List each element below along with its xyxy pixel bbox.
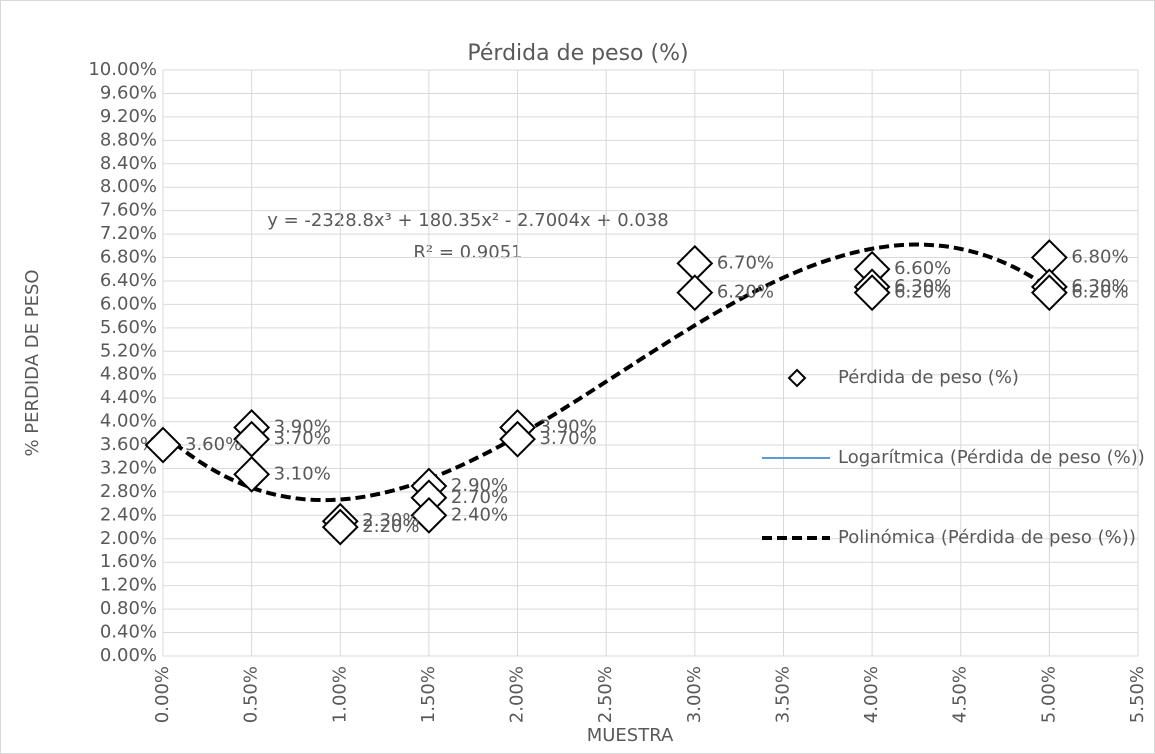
y-tick-label: 6.00%: [100, 293, 157, 314]
y-tick-label: 4.80%: [100, 364, 157, 385]
data-point: [144, 426, 182, 464]
data-label: 6.20%: [894, 282, 951, 303]
data-label: 3.70%: [274, 428, 331, 449]
data-label: 3.70%: [540, 428, 597, 449]
y-tick-label: 5.20%: [100, 340, 157, 361]
x-tick-label: 5.50%: [1127, 666, 1148, 723]
data-label: 3.60%: [185, 434, 242, 455]
y-axis-title: % PERDIDA DE PESO: [22, 269, 43, 456]
x-tick-label: 0.50%: [241, 666, 262, 723]
data-point: [499, 420, 536, 458]
y-tick-label: 4.00%: [100, 411, 157, 432]
legend-marker: [787, 368, 807, 388]
x-tick-label: 1.50%: [418, 666, 439, 723]
trendline-equation: y = -2328.8x³ + 180.35x² - 2.7004x + 0.0…: [267, 210, 669, 231]
data-label: 6.60%: [894, 258, 951, 279]
legend-label: Logarítmica (Pérdida de peso (%)): [838, 447, 1145, 468]
y-tick-label: 8.00%: [100, 176, 157, 197]
data-label: 6.20%: [717, 282, 774, 303]
x-tick-label: 2.00%: [507, 666, 528, 723]
data-label: 6.30%: [894, 276, 951, 297]
x-tick-label: 5.00%: [1038, 666, 1059, 723]
y-tick-label: 7.20%: [100, 223, 157, 244]
x-tick-label: 3.50%: [772, 666, 793, 723]
x-tick-label: 0.00%: [152, 666, 173, 723]
y-tick-label: 8.80%: [100, 129, 157, 150]
y-tick-label: 2.80%: [100, 481, 157, 502]
y-tick-label: 1.20%: [100, 575, 157, 596]
data-point: [233, 455, 271, 493]
data-label: 3.90%: [540, 416, 597, 437]
y-tick-label: 3.60%: [100, 434, 157, 455]
x-tick-label: 4.50%: [950, 666, 971, 723]
y-tick-label: 0.40%: [100, 622, 157, 643]
x-tick-label: 4.00%: [861, 666, 882, 723]
y-tick-label: 9.60%: [100, 82, 157, 103]
chart-title: Pérdida de peso (%): [467, 41, 688, 66]
y-tick-label: 8.40%: [100, 153, 157, 174]
data-point: [1030, 274, 1068, 312]
x-tick-label: 3.00%: [684, 666, 705, 723]
data-label: 6.20%: [1071, 282, 1128, 303]
y-tick-label: 5.60%: [100, 317, 157, 338]
data-label: 3.90%: [274, 416, 331, 437]
polynomial-trendline: [161, 242, 1051, 503]
data-label: 2.20%: [362, 516, 419, 537]
y-tick-label: 9.20%: [100, 106, 157, 127]
data-label: 6.30%: [1071, 276, 1128, 297]
y-tick-label: 6.80%: [100, 247, 157, 268]
y-tick-label: 3.20%: [100, 457, 157, 478]
x-axis-title: MUESTRA: [587, 725, 674, 746]
legend-label: Pérdida de peso (%): [838, 367, 1019, 388]
data-point: [410, 496, 448, 534]
y-tick-label: 0.00%: [100, 645, 157, 666]
data-label: 6.80%: [1071, 247, 1128, 268]
y-tick-label: 4.40%: [100, 387, 157, 408]
trendline-r-squared: R² = 0.9051: [413, 242, 522, 263]
legend-label: Polinómica (Pérdida de peso (%)): [838, 527, 1136, 548]
y-tick-label: 2.00%: [100, 528, 157, 549]
x-tick-label: 1.00%: [329, 666, 350, 723]
data-label: 2.70%: [451, 487, 508, 508]
y-tick-label: 2.40%: [100, 504, 157, 525]
y-tick-label: 7.60%: [100, 200, 157, 221]
y-tick-label: 1.60%: [100, 551, 157, 572]
y-tick-label: 10.00%: [88, 59, 157, 80]
x-tick-label: 2.50%: [595, 666, 616, 723]
data-label: 2.40%: [451, 504, 508, 525]
data-label: 2.90%: [451, 475, 508, 496]
data-point: [853, 274, 891, 312]
data-label: 3.10%: [274, 463, 331, 484]
data-point: [321, 508, 359, 546]
y-tick-label: 6.40%: [100, 270, 157, 291]
y-tick-label: 0.80%: [100, 598, 157, 619]
data-label: 6.70%: [717, 252, 774, 273]
data-label: 2.30%: [362, 510, 419, 531]
data-point: [676, 274, 714, 312]
